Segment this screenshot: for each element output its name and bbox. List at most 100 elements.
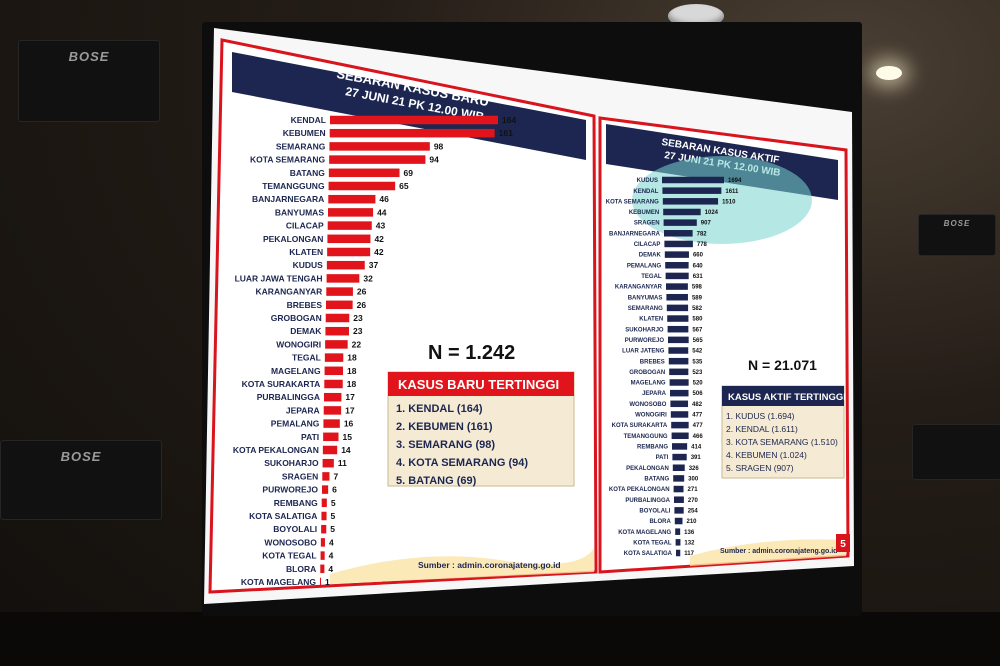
bar: [325, 326, 349, 336]
value-label: 210: [686, 519, 697, 525]
category-label: LUAR JATENG: [622, 349, 665, 355]
category-label: SUKOHARJO: [625, 327, 664, 333]
category-label: KOTA MAGELANG: [618, 530, 671, 536]
category-label: KOTA SEMARANG: [606, 199, 659, 205]
value-label: 778: [697, 242, 708, 248]
value-label: 477: [692, 413, 703, 419]
bar: [320, 551, 325, 560]
category-label: CILACAP: [634, 242, 661, 248]
category-label: REMBANG: [637, 445, 668, 451]
value-label: 46: [379, 194, 389, 204]
category-label: BATANG: [644, 477, 669, 483]
value-label: 98: [434, 141, 444, 151]
value-label: 37: [369, 260, 379, 270]
category-label: MAGELANG: [631, 381, 666, 387]
category-label: KOTA PEKALONGAN: [609, 487, 670, 493]
value-label: 907: [701, 221, 712, 227]
value-label: 18: [347, 366, 357, 376]
category-label: KENDAL: [291, 115, 326, 125]
right-highlight-title: KASUS AKTIF TERTINGGI: [728, 392, 846, 403]
bar: [669, 368, 689, 376]
category-label: KOTA SEMARANG: [250, 155, 325, 165]
category-label: DEMAK: [290, 326, 322, 336]
value-label: 523: [692, 370, 703, 376]
value-label: 22: [352, 339, 362, 349]
category-label: TEGAL: [292, 353, 321, 363]
bar: [327, 221, 372, 230]
value-label: 660: [693, 253, 704, 259]
value-label: 482: [692, 402, 703, 408]
bar: [673, 485, 684, 493]
left-highlight-box: KASUS BARU TERTINGGI 1. KENDAL (164) 2. …: [387, 371, 575, 487]
left-highlight-item: 1. KENDAL (164): [396, 403, 483, 415]
bar: [675, 539, 681, 546]
bar: [663, 208, 701, 216]
value-label: 43: [376, 221, 386, 231]
value-label: 6: [332, 485, 337, 495]
bar: [328, 194, 376, 204]
value-label: 326: [689, 466, 700, 472]
bar: [324, 392, 342, 402]
bar: [328, 208, 374, 217]
value-label: 565: [693, 338, 704, 344]
bar: [321, 524, 327, 534]
category-label: KEBUMEN: [283, 128, 326, 138]
category-label: KOTA TEGAL: [262, 551, 316, 561]
value-label: 44: [377, 207, 387, 217]
right-highlight-header: [722, 386, 844, 406]
bar: [325, 340, 348, 349]
value-label: 5: [330, 524, 335, 534]
category-label: PURBALINGGA: [257, 392, 320, 402]
bar: [330, 115, 498, 125]
bar: [671, 421, 689, 429]
category-label: TEMANGGUNG: [624, 434, 668, 440]
value-label: 17: [345, 405, 355, 415]
value-label: 16: [344, 419, 354, 429]
category-label: SRAGEN: [634, 221, 660, 227]
left-highlight-item: 5. BATANG (69): [396, 475, 477, 487]
value-label: 466: [693, 434, 704, 440]
speaker-right: BOSE: [918, 214, 996, 256]
category-label: TEGAL: [641, 274, 662, 280]
bar: [664, 230, 693, 237]
bar: [327, 247, 371, 257]
value-label: 23: [353, 313, 363, 323]
category-label: WONOGIRI: [276, 339, 321, 349]
value-label: 1694: [728, 178, 742, 184]
bar: [320, 577, 322, 587]
value-label: 5: [331, 511, 336, 521]
value-label: 136: [684, 530, 695, 536]
value-label: 1611: [725, 189, 739, 195]
bar: [322, 485, 329, 494]
bar: [674, 517, 683, 525]
right-decorative-wave: [690, 539, 846, 566]
value-label: 164: [502, 115, 516, 125]
value-label: 18: [347, 379, 357, 389]
left-decorative-wave: [330, 548, 594, 584]
category-label: KUDUS: [637, 178, 658, 184]
floor-shadow: [0, 612, 1000, 666]
category-label: PURBALINGGA: [625, 498, 670, 504]
bar: [668, 357, 689, 365]
bar: [671, 432, 689, 440]
bar: [329, 155, 426, 164]
right-total: N = 21.071: [748, 357, 817, 373]
value-label: 23: [353, 326, 363, 336]
value-label: 1: [325, 577, 330, 587]
category-label: PEKALONGAN: [263, 234, 323, 244]
bar: [328, 168, 400, 178]
value-label: 15: [343, 432, 353, 442]
category-label: KOTA SURAKARTA: [612, 423, 668, 429]
bar: [324, 379, 343, 389]
value-label: 17: [345, 392, 355, 402]
bar: [320, 564, 325, 574]
category-label: KOTA MAGELANG: [241, 577, 316, 587]
bar: [666, 283, 688, 290]
bar: [662, 187, 722, 194]
category-label: KLATEN: [289, 247, 323, 257]
value-label: 32: [363, 273, 373, 283]
category-label: BANYUMAS: [275, 207, 324, 217]
bar: [325, 313, 350, 323]
bar: [666, 293, 688, 301]
